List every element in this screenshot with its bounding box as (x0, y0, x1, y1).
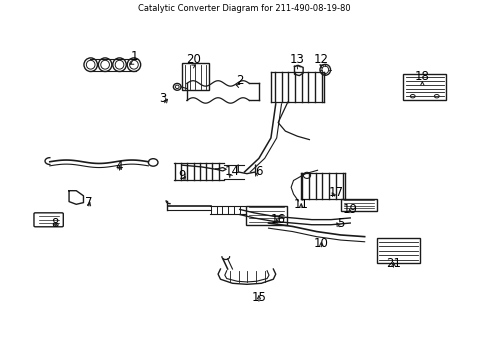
Text: 7: 7 (84, 196, 92, 209)
Text: 6: 6 (255, 166, 262, 179)
Text: 4: 4 (116, 160, 123, 174)
Bar (245, 206, 286, 225)
Bar (181, 63, 209, 90)
Text: 20: 20 (186, 53, 201, 66)
Bar (402, 74, 446, 100)
Text: 1: 1 (130, 50, 138, 63)
Text: 3: 3 (159, 92, 166, 105)
Text: 21: 21 (385, 257, 400, 270)
Text: 10: 10 (313, 237, 328, 250)
Text: 2: 2 (236, 73, 243, 86)
Text: 9: 9 (178, 169, 185, 182)
Title: Catalytic Converter Diagram for 211-490-08-19-80: Catalytic Converter Diagram for 211-490-… (138, 4, 350, 13)
Bar (376, 238, 419, 263)
Text: 12: 12 (313, 53, 328, 66)
Text: 18: 18 (414, 70, 429, 83)
Bar (340, 199, 376, 211)
Text: 19: 19 (342, 203, 357, 216)
Text: 5: 5 (336, 216, 344, 230)
Text: 13: 13 (289, 53, 304, 66)
Text: 16: 16 (270, 213, 285, 226)
Text: 11: 11 (293, 198, 308, 211)
Text: 17: 17 (327, 186, 343, 199)
Text: 8: 8 (51, 216, 58, 230)
Text: 15: 15 (251, 292, 266, 305)
Text: 14: 14 (224, 166, 240, 179)
